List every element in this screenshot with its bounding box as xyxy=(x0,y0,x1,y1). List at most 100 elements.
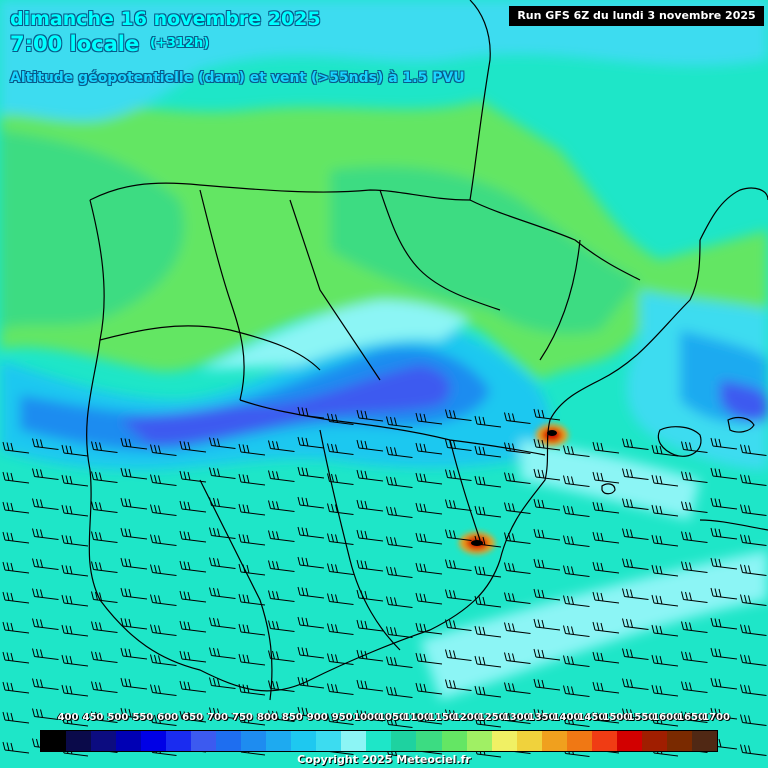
wind-barb xyxy=(120,647,148,660)
wind-barb xyxy=(592,591,620,604)
wind-barb xyxy=(150,654,177,666)
wind-barb xyxy=(386,596,413,608)
wind-barb xyxy=(91,561,118,573)
wind-barb xyxy=(32,468,59,480)
wind-barb xyxy=(327,413,354,425)
wind-barb xyxy=(474,715,502,728)
wind-barb xyxy=(32,558,59,570)
legend-tick-label: 1200 xyxy=(452,712,481,723)
wind-barb xyxy=(533,438,561,451)
wind-barb xyxy=(622,648,649,660)
wind-barb xyxy=(120,497,148,510)
wind-barb xyxy=(91,651,118,663)
legend-swatch xyxy=(516,731,542,751)
wind-barb xyxy=(61,444,89,457)
wind-barb xyxy=(415,592,443,605)
wind-barb xyxy=(622,528,649,540)
wind-barb xyxy=(2,471,30,484)
wind-barb xyxy=(563,505,590,517)
wind-barb xyxy=(504,502,531,514)
legend-swatch xyxy=(391,731,417,751)
wind-barb xyxy=(209,617,236,629)
wind-barb xyxy=(356,649,384,662)
geopotential-field xyxy=(0,0,768,700)
wind-barb xyxy=(474,595,502,608)
legend-tick-label: 1650 xyxy=(677,712,705,723)
wind-barb xyxy=(2,591,30,604)
wind-barb xyxy=(209,437,236,449)
forecast-lead-time: (+312h) xyxy=(150,36,210,51)
legend-swatch xyxy=(66,731,92,751)
wind-barb xyxy=(681,711,708,723)
wind-barb xyxy=(2,741,30,754)
wind-barb xyxy=(710,497,738,510)
legend-swatch xyxy=(566,731,592,751)
wind-barb xyxy=(415,712,443,725)
wind-barb xyxy=(474,445,502,458)
wind-barb xyxy=(2,531,30,544)
wind-barb xyxy=(445,499,472,511)
wind-barb xyxy=(710,617,738,630)
wind-barb xyxy=(533,558,561,571)
wind-barb xyxy=(327,713,354,725)
wind-barb xyxy=(179,470,207,483)
wind-barb xyxy=(474,565,502,578)
wind-barb xyxy=(209,557,236,569)
wind-barb xyxy=(386,446,413,458)
legend-tick-label: 850 xyxy=(281,712,303,723)
wind-barb xyxy=(238,533,266,546)
wind-barb xyxy=(445,679,472,691)
wind-barb xyxy=(327,503,354,515)
wind-barb xyxy=(91,681,118,693)
wind-barb xyxy=(268,530,295,542)
legend-swatch xyxy=(416,731,442,751)
wind-barb xyxy=(2,711,30,724)
wind-barb xyxy=(415,472,443,485)
wind-barb xyxy=(710,677,738,690)
wind-barb xyxy=(238,713,266,726)
island-large xyxy=(657,426,702,457)
wind-barb xyxy=(740,504,767,516)
legend-swatch xyxy=(191,731,217,751)
wind-barb xyxy=(622,438,649,450)
wind-barb xyxy=(386,716,413,728)
wind-barb xyxy=(327,623,354,635)
wind-barb xyxy=(563,475,590,487)
wind-barb xyxy=(150,504,177,516)
wind-barb xyxy=(268,440,295,452)
wind-barb xyxy=(268,470,295,482)
wind-barb xyxy=(592,561,620,574)
wind-barb xyxy=(622,588,649,600)
legend-tick-label: 1150 xyxy=(427,712,456,723)
wind-barb xyxy=(563,595,590,607)
wind-barb xyxy=(91,711,118,723)
wind-barb xyxy=(268,560,295,572)
wind-barb xyxy=(209,467,236,479)
legend-swatch xyxy=(291,731,317,751)
legend-swatch xyxy=(691,731,717,751)
wind-barb xyxy=(740,534,767,546)
legend-tick-label: 950 xyxy=(331,712,353,723)
wind-barb xyxy=(386,626,413,638)
wind-barb xyxy=(2,681,30,694)
legend-swatch xyxy=(366,731,392,751)
wind-barb xyxy=(327,473,354,485)
wind-barb xyxy=(445,709,472,721)
wind-barb xyxy=(238,683,266,696)
wind-barb xyxy=(563,535,590,547)
wind-barb xyxy=(504,472,531,484)
wind-barb xyxy=(179,500,207,513)
legend-swatch xyxy=(316,731,342,751)
legend-swatch xyxy=(241,731,267,751)
wind-barb xyxy=(356,709,384,722)
wind-barb xyxy=(740,624,767,636)
legend-swatch xyxy=(466,731,492,751)
wind-barb xyxy=(710,707,738,720)
wind-barb xyxy=(474,505,502,518)
legend-swatch xyxy=(266,731,292,751)
island-east xyxy=(727,416,755,433)
legend-tick-label: 750 xyxy=(232,712,253,723)
wind-barb xyxy=(150,594,177,606)
wind-barb xyxy=(445,649,472,661)
wind-barb xyxy=(179,650,207,663)
